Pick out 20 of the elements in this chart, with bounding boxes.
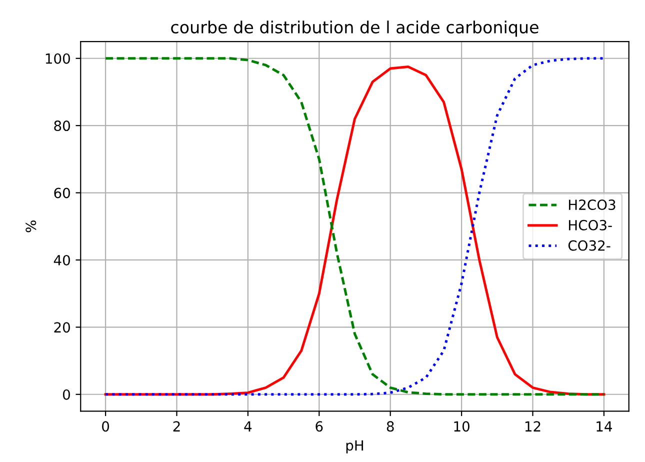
y-tick-label: 0 [62, 389, 70, 400]
chart-title: courbe de distribution de l acide carbonique [171, 20, 538, 37]
legend-label: H2CO3 [568, 200, 616, 210]
legend-label: CO32- [568, 240, 610, 251]
legend-label: HCO3- [568, 220, 612, 230]
x-axis-title: pH [346, 440, 364, 454]
x-tick-label: 4 [244, 421, 252, 432]
y-tick-label: 100 [46, 53, 70, 64]
x-tick-label: 6 [316, 421, 323, 432]
y-tick-label: 40 [54, 254, 70, 266]
x-tick-label: 0 [102, 421, 110, 432]
y-tick-label: 20 [54, 322, 70, 333]
y-axis-title: % [26, 220, 36, 232]
y-tick-label: 60 [54, 188, 70, 198]
x-tick-label: 14 [596, 421, 612, 432]
x-tick-label: 2 [173, 421, 180, 432]
y-tick-label: 80 [54, 120, 70, 132]
x-tick-label: 8 [386, 421, 394, 432]
x-tick-label: 10 [454, 421, 470, 432]
x-tick-label: 12 [525, 421, 540, 432]
